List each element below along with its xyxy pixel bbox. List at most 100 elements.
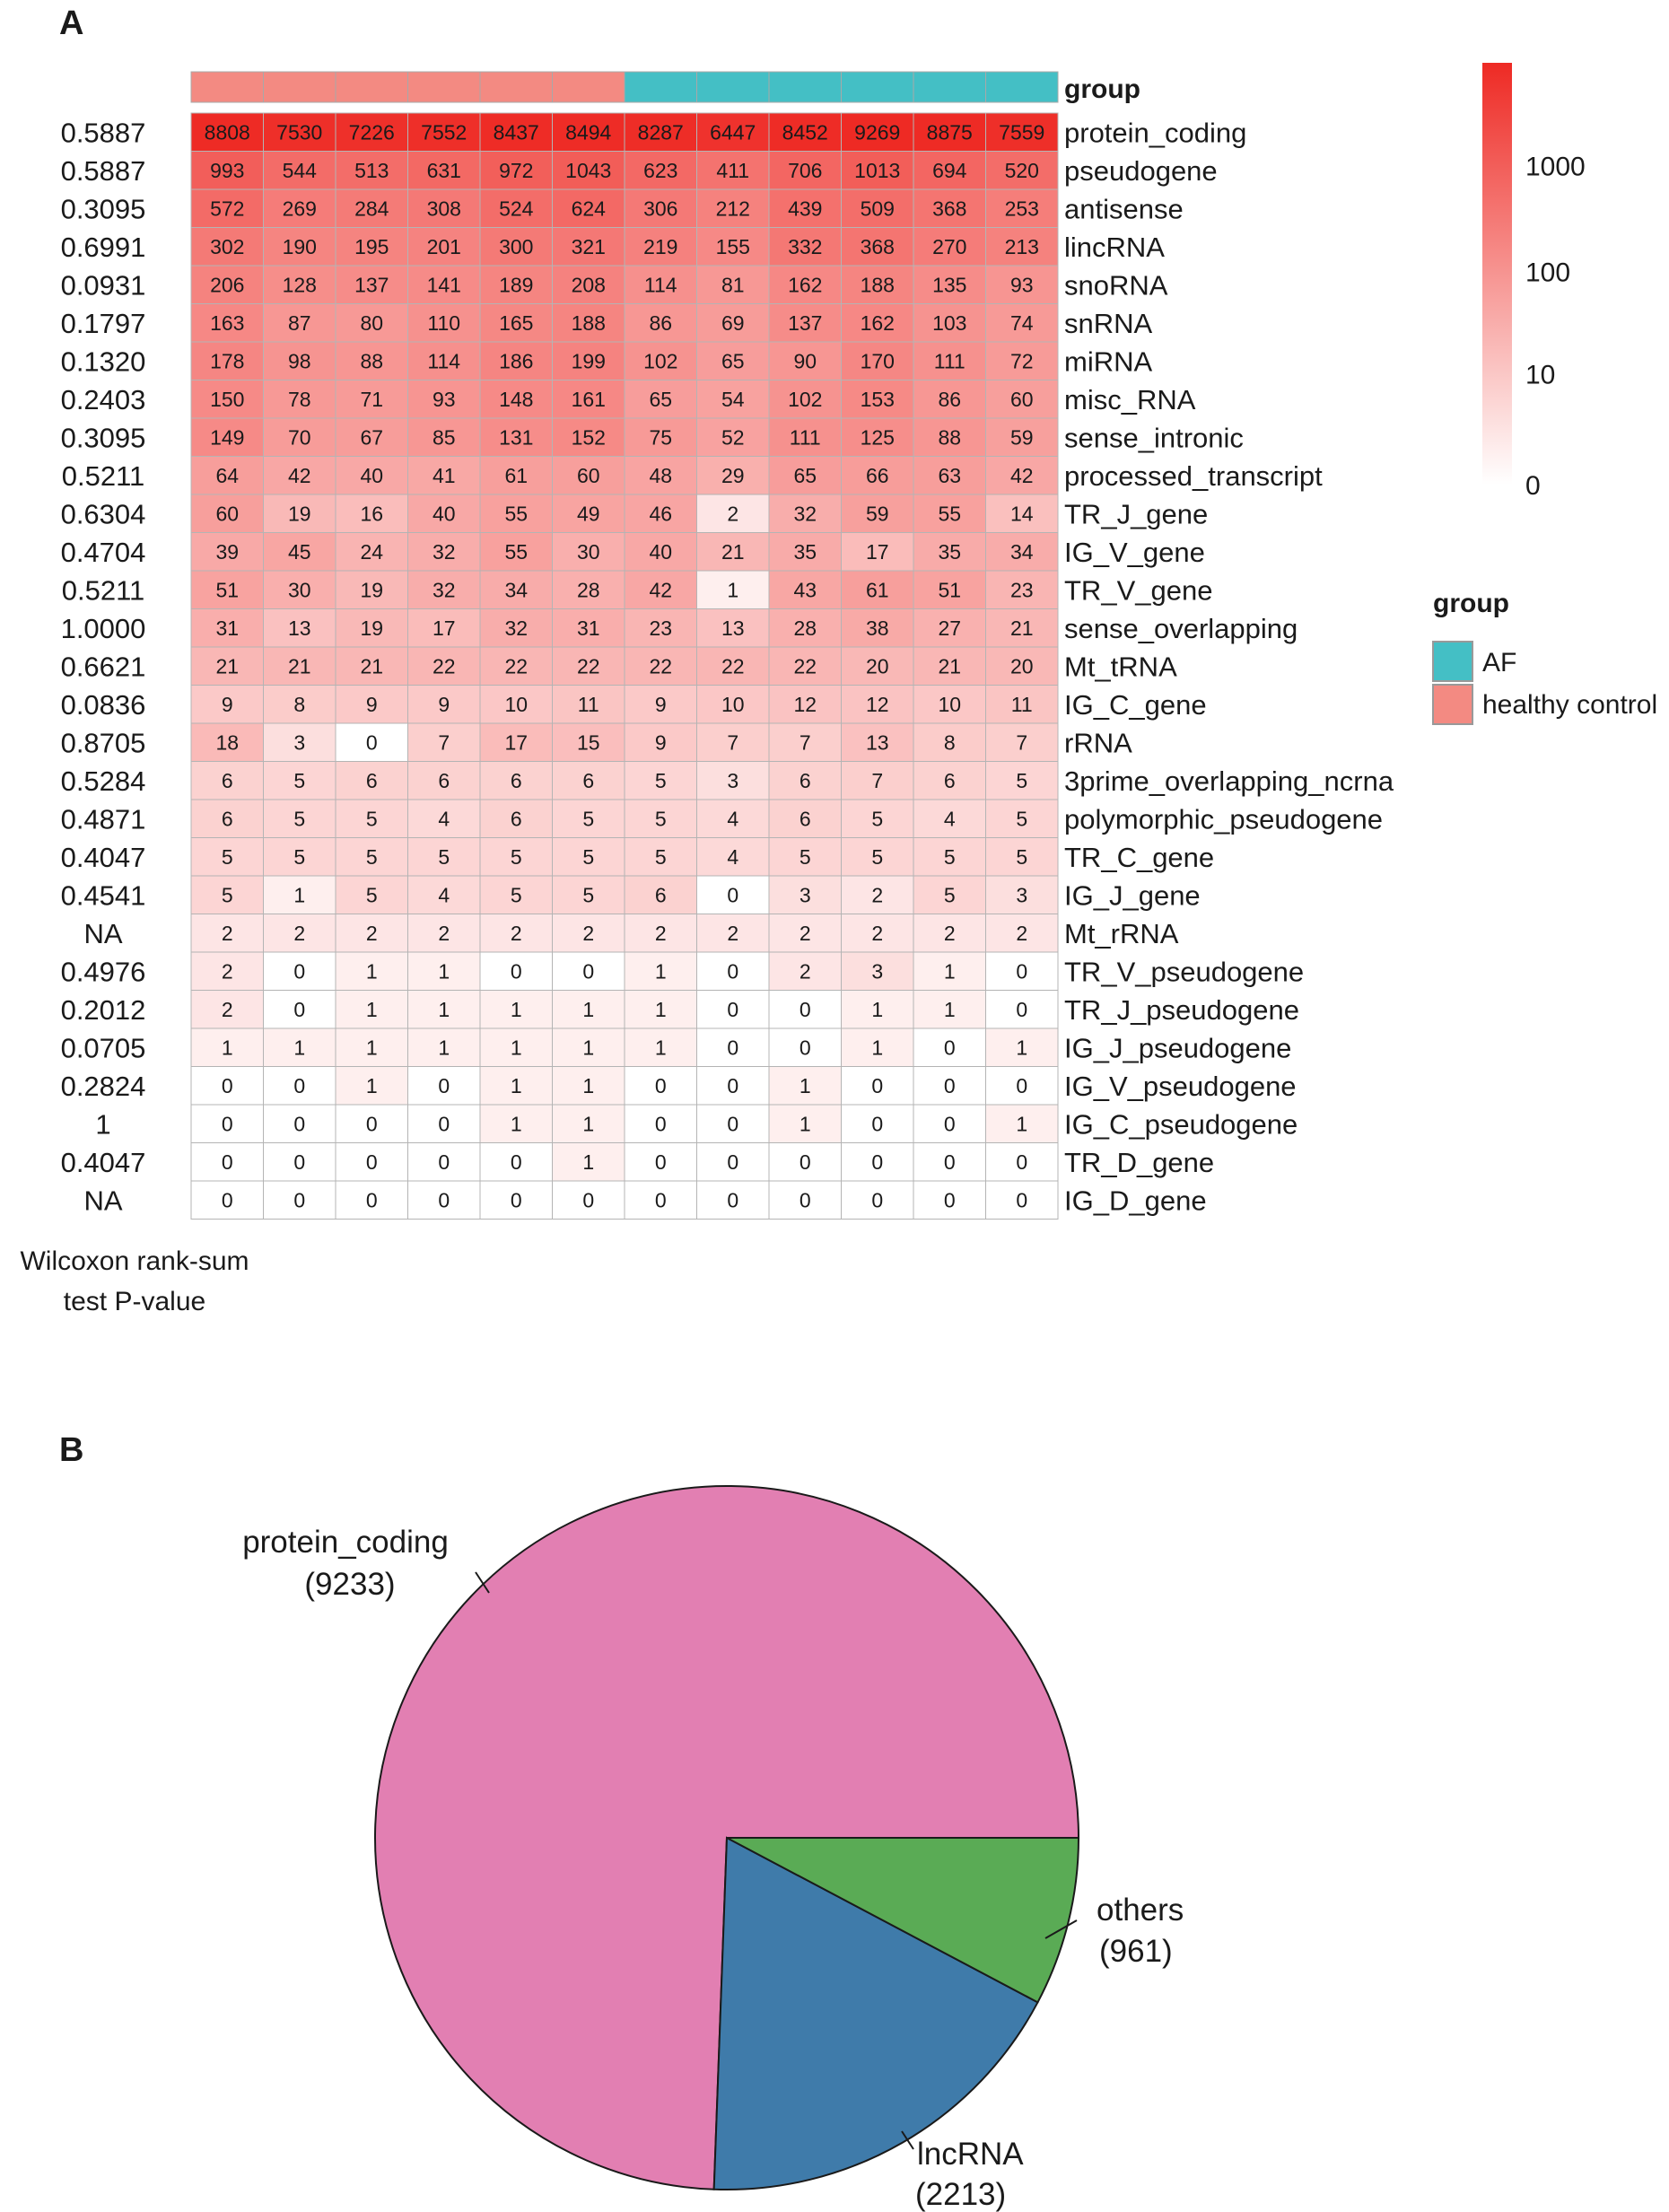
heatmap-cell-value: 8494 — [565, 120, 611, 144]
heatmap-cell — [841, 608, 914, 648]
heatmap-cell — [841, 799, 914, 838]
legend-swatch-healthy-control — [1432, 684, 1473, 725]
heatmap-cell-value: 49 — [577, 502, 600, 525]
heatmap-cell-value: 253 — [1005, 197, 1039, 220]
heatmap-cell-value: 23 — [1010, 578, 1034, 601]
heatmap-cell-value: 32 — [433, 540, 456, 564]
heatmap-cell-value: 5 — [655, 807, 667, 830]
row-label-mt-trna: Mt_tRNA — [1064, 651, 1177, 682]
heatmap-cell-value: 4 — [944, 807, 956, 830]
heatmap-cell-value: 0 — [293, 998, 305, 1021]
heatmap-cell-value: 0 — [293, 959, 305, 983]
heatmap-cell — [985, 608, 1059, 648]
heatmap-cell-value: 8 — [944, 730, 956, 754]
heatmap-cell — [768, 837, 842, 877]
heatmap-cell — [407, 188, 481, 228]
heatmap-cell-value: 153 — [861, 388, 895, 411]
heatmap-cell-value: 45 — [288, 540, 311, 564]
heatmap-cell — [696, 494, 770, 533]
heatmap-cell-value: 5 — [293, 769, 305, 792]
heatmap-cell — [263, 722, 336, 762]
heatmap-cell-value: 0 — [366, 1150, 378, 1174]
heatmap-cell-value: 1 — [727, 578, 738, 601]
heatmap-cell-value: 85 — [433, 425, 456, 449]
heatmap-cell — [335, 685, 408, 724]
heatmap-cell-value: 544 — [283, 159, 318, 182]
heatmap-cell-value: 32 — [793, 502, 817, 525]
heatmap-cell — [985, 1027, 1059, 1067]
heatmap-cell-value: 98 — [288, 349, 311, 372]
heatmap-cell — [913, 608, 986, 648]
heatmap-cell — [479, 1142, 553, 1182]
heatmap-cell-value: 1 — [582, 1036, 594, 1059]
heatmap-cell-value: 439 — [788, 197, 822, 220]
heatmap-cell — [841, 570, 914, 609]
heatmap-cell-value: 5 — [1016, 769, 1027, 792]
heatmap-cell-value: 150 — [210, 388, 244, 411]
heatmap-cell-value: 972 — [499, 159, 533, 182]
heatmap-cell — [913, 532, 986, 572]
heatmap-cell-value: 34 — [1010, 540, 1034, 564]
heatmap-cell-value: 5 — [438, 845, 450, 869]
heatmap-cell-value: 6 — [944, 769, 956, 792]
heatmap-cell-value: 80 — [360, 311, 383, 335]
heatmap-cell — [407, 1104, 481, 1143]
heatmap-cell — [841, 227, 914, 267]
heatmap-cell — [913, 265, 986, 304]
heatmap-cell-value: 3 — [871, 959, 883, 983]
heatmap-cell-value: 29 — [721, 464, 745, 487]
heatmap-cell-value: 520 — [1005, 159, 1039, 182]
heatmap-cell-value: 0 — [727, 1074, 738, 1097]
heatmap-cell-value: 40 — [433, 502, 456, 525]
pie-leader-protein-coding — [475, 1571, 490, 1594]
heatmap-cell-value: 170 — [861, 349, 895, 372]
heatmap-cell-value: 41 — [433, 464, 456, 487]
heatmap-cell — [768, 303, 842, 343]
heatmap-cell-value: 0 — [1016, 998, 1027, 1021]
heatmap-cell-value: 102 — [643, 349, 677, 372]
heatmap-cell-value: 19 — [360, 578, 383, 601]
heatmap-cell — [190, 1027, 264, 1067]
heatmap-cell-value: 7 — [727, 730, 738, 754]
heatmap-cell — [263, 494, 336, 533]
heatmap-cell — [696, 1066, 770, 1106]
heatmap-cell-value: 20 — [866, 654, 889, 678]
heatmap-cell — [552, 417, 625, 457]
heatmap-cell-value: 141 — [427, 273, 461, 296]
heatmap-cell — [190, 227, 264, 267]
heatmap-cell-value: 0 — [727, 1112, 738, 1135]
heatmap-cell-value: 0 — [944, 1036, 956, 1059]
pvalue-ig-v-pseudogene: 0.2824 — [61, 1071, 146, 1102]
heatmap-cell-value: 87 — [288, 311, 311, 335]
heatmap-cell-value: 0 — [511, 1188, 522, 1211]
heatmap-cell-value: 149 — [210, 425, 244, 449]
pvalue-misc-rna: 0.2403 — [61, 384, 146, 415]
heatmap-cell — [841, 646, 914, 686]
heatmap-cell — [696, 914, 770, 953]
heatmap-cell-value: 13 — [866, 730, 889, 754]
heatmap-cell-value: 10 — [938, 693, 961, 716]
heatmap-cell-value: 18 — [215, 730, 239, 754]
heatmap-cell-value: 137 — [788, 311, 822, 335]
heatmap-cell — [768, 914, 842, 953]
heatmap-cell — [190, 951, 264, 991]
heatmap-cell-value: 93 — [433, 388, 456, 411]
heatmap-cell — [263, 837, 336, 877]
heatmap-cell-value: 114 — [644, 273, 677, 296]
heatmap-cell-value: 5 — [293, 807, 305, 830]
heatmap-cell — [913, 837, 986, 877]
heatmap-cell-value: 2 — [222, 998, 233, 1021]
heatmap-cell-value: 7 — [871, 769, 883, 792]
heatmap-cell — [552, 990, 625, 1029]
heatmap-cell-value: 368 — [861, 235, 895, 258]
heatmap-cell-value: 66 — [866, 464, 889, 487]
heatmap-cell-value: 88 — [938, 425, 961, 449]
heatmap-cell-value: 9 — [222, 693, 233, 716]
heatmap-cell — [263, 265, 336, 304]
heatmap-cell — [263, 570, 336, 609]
row-label-sense-intronic: sense_intronic — [1064, 422, 1244, 453]
heatmap-cell-value: 1 — [655, 959, 667, 983]
group-cell-5 — [479, 71, 553, 103]
heatmap-cell-value: 28 — [793, 616, 817, 640]
heatmap-cell-value: 0 — [871, 1188, 883, 1211]
